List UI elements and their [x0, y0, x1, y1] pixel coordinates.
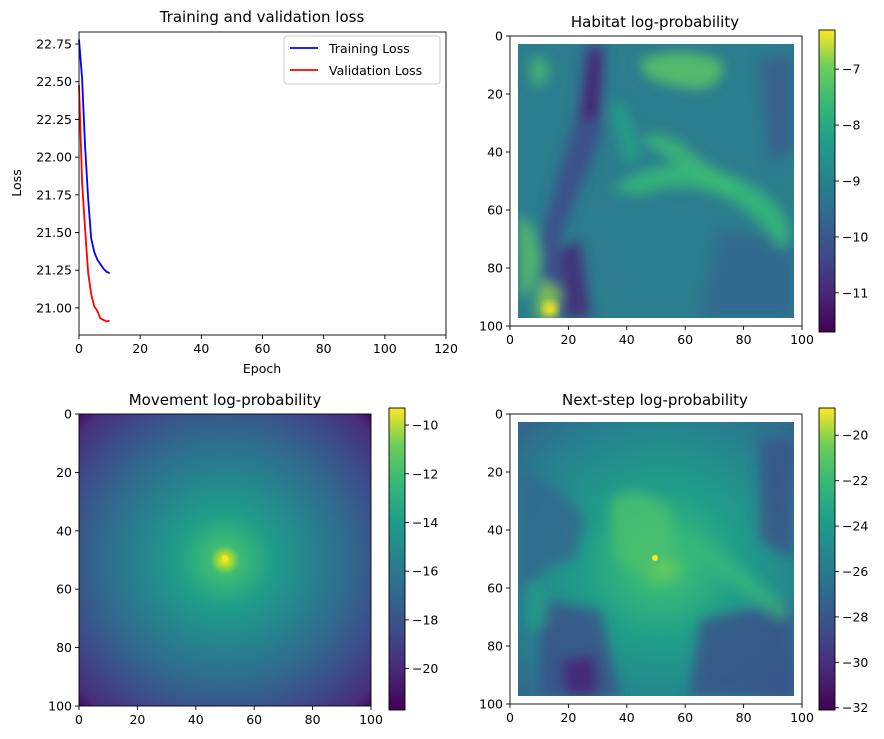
- next-step-heatmap: Next-step log-probability 0 20 40 60 80 100 0…: [479, 391, 868, 725]
- y-tick-label: 60: [56, 582, 72, 597]
- next-step-colorbar: [818, 407, 836, 711]
- next-step-title: Next-step log-probability: [562, 391, 748, 409]
- y-tick-label: 100: [48, 699, 72, 714]
- x-tick-label: 80: [305, 712, 321, 727]
- x-tick-label: 60: [677, 332, 693, 347]
- x-tick-label: 0: [75, 341, 83, 356]
- y-tick-label: 20: [487, 87, 503, 102]
- y-tick-label: 21.25: [36, 263, 72, 278]
- colorbar-tick-label: −18: [412, 612, 438, 627]
- x-tick-label: 40: [188, 712, 204, 727]
- y-tick-label: 20: [56, 465, 72, 480]
- colorbar-tick-label: −26: [842, 564, 868, 579]
- y-tick-label: 21.00: [36, 300, 72, 315]
- y-tick-label: 40: [487, 523, 503, 538]
- y-tick-label: 40: [487, 145, 503, 160]
- loss-chart-ylabel: Loss: [9, 169, 24, 196]
- x-tick-label: 0: [506, 710, 514, 725]
- habitat-title: Habitat log-probability: [571, 13, 739, 31]
- colorbar-tick-label: −16: [412, 564, 438, 579]
- habitat-colorbar: [818, 29, 836, 333]
- movement-title: Movement log-probability: [129, 391, 322, 409]
- next-step-frame: [509, 413, 803, 705]
- movement-heatmap: Movement log-probability 0 20 40 60 80 100 0 2…: [48, 391, 438, 727]
- colorbar-tick-label: −8: [842, 118, 860, 133]
- y-tick-label: 0: [64, 407, 72, 422]
- colorbar-tick-label: −10: [412, 418, 438, 433]
- series-line-1: [78, 84, 110, 323]
- y-tick-label: 60: [487, 581, 503, 596]
- y-tick-label: 100: [479, 697, 503, 712]
- y-tick-label: 21.75: [36, 187, 72, 202]
- y-tick-label: 60: [487, 203, 503, 218]
- colorbar-tick-label: −22: [842, 473, 868, 488]
- legend-label-validation: Validation Loss: [329, 63, 422, 78]
- x-tick-label: 80: [316, 341, 332, 356]
- habitat-heatmap: Habitat log-probability 0 20 40 60 80 100: [479, 13, 868, 347]
- loss-legend: Training Loss Validation Loss: [283, 35, 441, 85]
- colorbar-tick-label: −28: [842, 609, 868, 624]
- habitat-image: [518, 44, 794, 318]
- legend-box: [283, 35, 441, 85]
- habitat-frame: [509, 35, 803, 327]
- x-tick-label: 40: [193, 341, 209, 356]
- x-tick-label: 100: [790, 332, 814, 347]
- x-tick-label: 80: [736, 710, 752, 725]
- colorbar-tick-label: −9: [842, 174, 860, 189]
- colorbar-tick-label: −30: [842, 655, 868, 670]
- x-tick-label: 20: [129, 712, 145, 727]
- legend-label-training: Training Loss: [328, 41, 410, 56]
- colorbar-tick-label: −20: [412, 661, 438, 676]
- x-tick-label: 0: [506, 332, 514, 347]
- colorbar-tick-label: −12: [412, 466, 438, 481]
- x-tick-label: 60: [255, 341, 271, 356]
- y-tick-label: 80: [487, 261, 503, 276]
- x-tick-label: 100: [359, 712, 383, 727]
- x-tick-label: 20: [560, 332, 576, 347]
- x-tick-label: 40: [619, 710, 635, 725]
- x-tick-label: 0: [75, 712, 83, 727]
- next-step-center: [652, 555, 658, 561]
- colorbar-tick-label: −14: [412, 515, 438, 530]
- colorbar-tick-label: −32: [842, 700, 868, 715]
- colorbar-tick-label: −7: [842, 62, 860, 77]
- colorbar-tick-label: −11: [842, 285, 868, 300]
- x-tick-label: 120: [434, 341, 458, 356]
- y-tick-label: 100: [479, 319, 503, 334]
- loss-chart: Training and validation loss 0 20 40 60 80 10…: [9, 8, 458, 376]
- y-tick-label: 22.00: [36, 150, 72, 165]
- movement-colorbar: [388, 407, 406, 711]
- colorbar-tick-label: −24: [842, 519, 868, 534]
- y-tick-label: 22.50: [36, 74, 72, 89]
- x-tick-label: 100: [790, 710, 814, 725]
- movement-frame: [78, 413, 372, 707]
- y-tick-label: 0: [495, 29, 503, 44]
- colorbar-tick-label: −10: [842, 229, 868, 244]
- y-tick-label: 21.50: [36, 225, 72, 240]
- series-line-0: [78, 39, 110, 275]
- next-step-image: [518, 422, 794, 696]
- movement-center: [222, 555, 228, 561]
- y-tick-label: 0: [495, 407, 503, 422]
- y-tick-label: 80: [487, 639, 503, 654]
- loss-chart-title: Training and validation loss: [159, 8, 365, 26]
- x-tick-label: 100: [373, 341, 397, 356]
- y-tick-label: 80: [56, 640, 72, 655]
- y-tick-label: 22.25: [36, 112, 72, 127]
- x-tick-label: 40: [619, 332, 635, 347]
- x-tick-label: 60: [246, 712, 262, 727]
- x-tick-label: 20: [132, 341, 148, 356]
- loss-chart-xlabel: Epoch: [243, 361, 281, 376]
- y-tick-label: 40: [56, 523, 72, 538]
- colorbar-tick-label: −20: [842, 428, 868, 443]
- x-tick-label: 80: [736, 332, 752, 347]
- x-tick-label: 20: [560, 710, 576, 725]
- y-tick-label: 22.75: [36, 37, 72, 52]
- x-tick-label: 60: [677, 710, 693, 725]
- y-tick-label: 20: [487, 465, 503, 480]
